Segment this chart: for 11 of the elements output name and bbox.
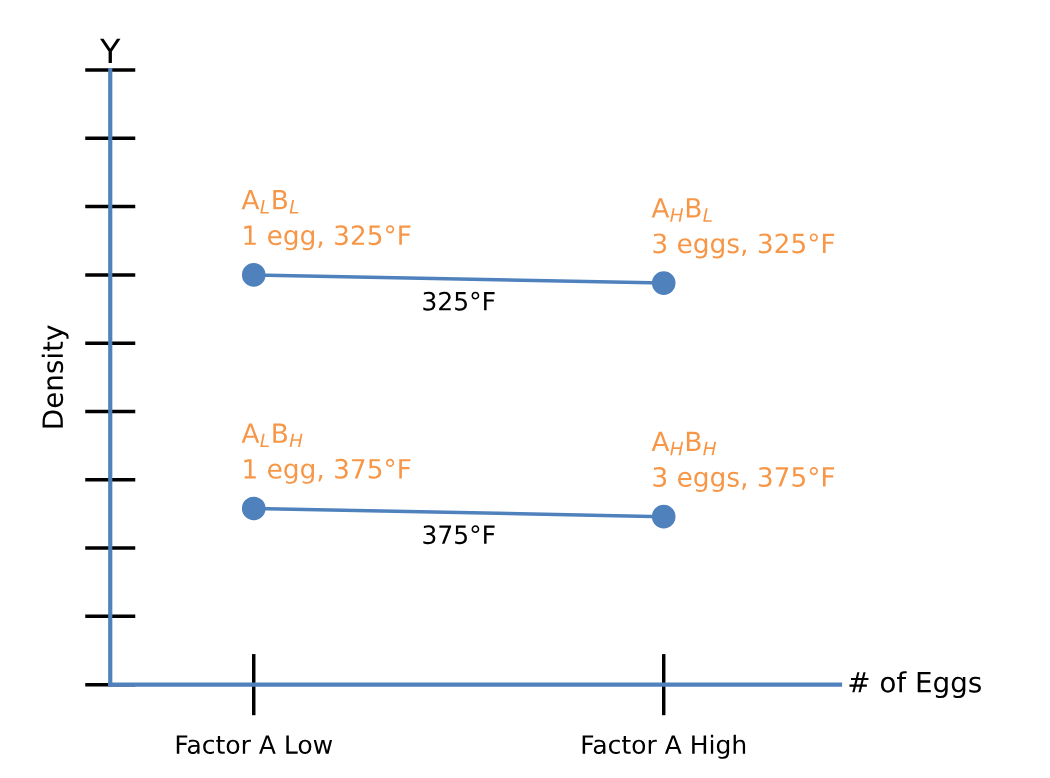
series-label: 325°F	[423, 291, 495, 311]
annotation: A$_{H}$B$_{L}$ 3 eggs, 325°F	[651, 198, 835, 259]
x-tick-label: Factor A High	[582, 734, 746, 759]
x-tick-label: Factor A Low	[176, 735, 333, 754]
x-axis-title: # of Eggs	[849, 671, 981, 699]
annotation: A$_{H}$B$_{H}$ 3 eggs, 375°F	[651, 431, 835, 493]
y-axis-title: Density	[41, 325, 69, 428]
annotation: A$_{L}$B$_{L}$ 1 egg, 325°F	[241, 189, 411, 251]
annotation: A$_{L}$B$_{H}$ 1 egg, 375°F	[241, 423, 411, 484]
series-label: 375°F	[423, 525, 495, 545]
text: Y	[100, 38, 121, 64]
